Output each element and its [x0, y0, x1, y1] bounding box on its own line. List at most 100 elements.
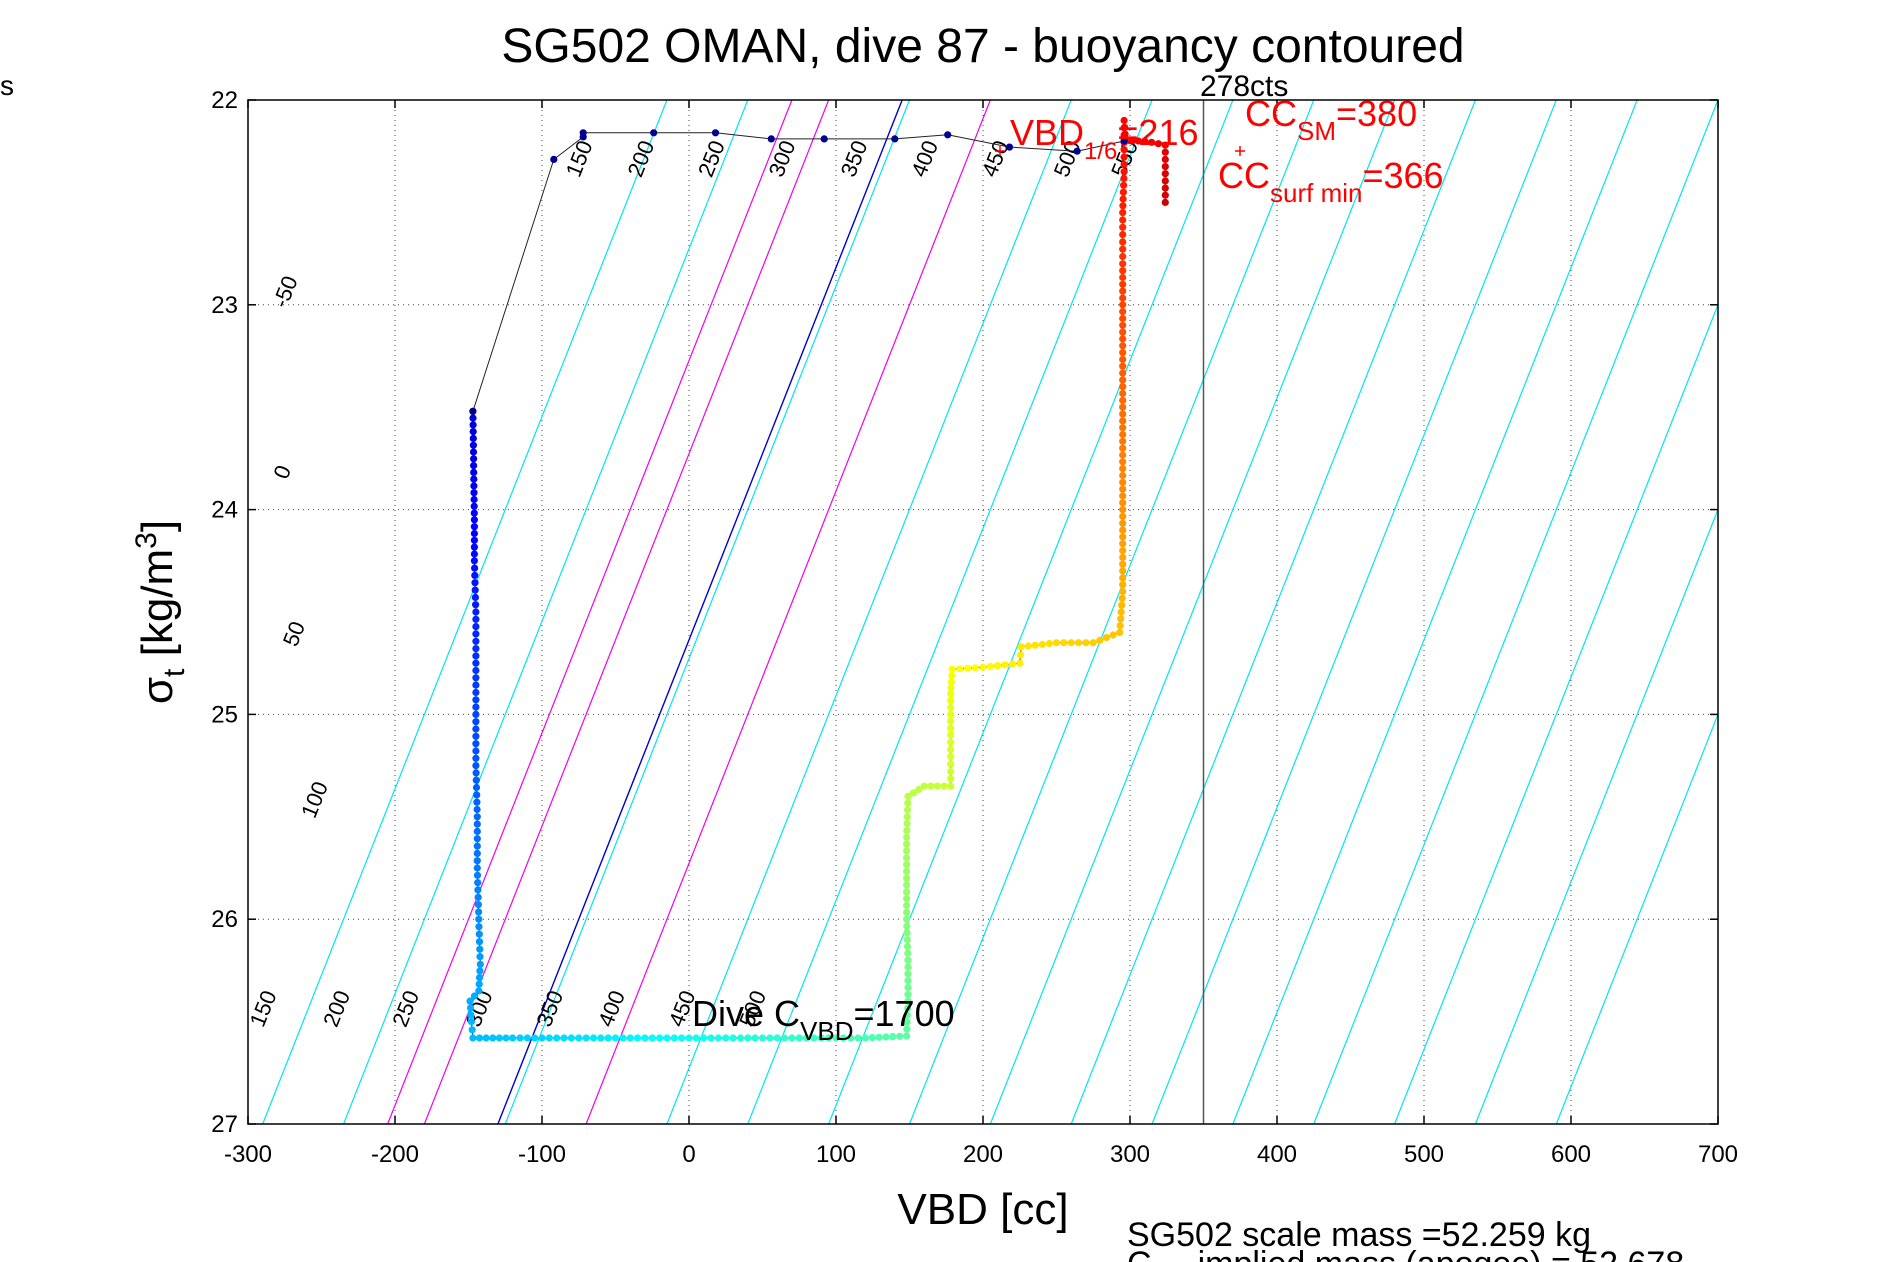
- data-point: [1016, 659, 1024, 667]
- data-point: [920, 782, 928, 790]
- data-point: [470, 557, 478, 565]
- vbd-annotation: VBD1/6=216: [1010, 112, 1199, 165]
- data-point: [903, 867, 911, 876]
- dive-c-vbd-annotation: Dive CVBD=1700: [692, 993, 955, 1046]
- data-point: [1052, 639, 1061, 647]
- data-point: [1119, 202, 1127, 210]
- cc-sm-sub: SM: [1297, 116, 1336, 146]
- data-point: [476, 960, 484, 968]
- data-point: [472, 769, 480, 777]
- data-point: [471, 586, 479, 594]
- contour-line: [387, 100, 793, 1124]
- data-point: [470, 992, 478, 1000]
- data-point: [903, 840, 911, 848]
- data-point: [773, 1034, 781, 1042]
- data-point: [469, 434, 477, 442]
- data-point: [597, 1034, 605, 1042]
- data-point: [947, 684, 955, 692]
- data-point: [948, 671, 956, 680]
- data-point: [611, 1034, 620, 1042]
- y-axis-units: [kg/m: [133, 549, 182, 669]
- data-point: [1119, 195, 1127, 203]
- transit-point: [767, 135, 775, 143]
- corner-label: s: [0, 70, 14, 101]
- data-point: [663, 1034, 671, 1042]
- data-point: [475, 923, 483, 931]
- data-point: [472, 688, 480, 697]
- data-point: [947, 753, 955, 761]
- data-point: [1119, 349, 1127, 357]
- data-point: [470, 536, 478, 544]
- x-axis-label: VBD [cc]: [897, 1185, 1068, 1234]
- data-point: [1119, 465, 1127, 473]
- data-point: [1119, 355, 1127, 363]
- data-point: [947, 717, 955, 725]
- y-tick-label: 27: [211, 1111, 238, 1138]
- data-point: [1161, 163, 1169, 171]
- data-point: [1119, 485, 1127, 493]
- transit-point: [650, 129, 658, 137]
- data-point: [467, 1018, 475, 1026]
- transit-point: [469, 407, 477, 415]
- data-point: [472, 696, 480, 704]
- x-tick-label: 700: [1698, 1141, 1738, 1168]
- x-tick-label: 400: [1257, 1141, 1297, 1168]
- data-point: [817, 1034, 825, 1042]
- data-point: [1121, 123, 1129, 131]
- data-point: [1120, 160, 1128, 168]
- data-point: [475, 915, 483, 923]
- data-point: [1001, 661, 1009, 669]
- data-point: [904, 963, 912, 971]
- data-point: [915, 785, 923, 794]
- data-point: [1119, 451, 1127, 459]
- data-point: [1119, 362, 1127, 370]
- cc-sm-annotation: CCSM=380: [1245, 93, 1417, 146]
- data-point: [904, 956, 912, 964]
- data-point: [472, 754, 480, 762]
- data-point: [471, 571, 479, 580]
- data-point: [948, 665, 956, 673]
- data-point: [1119, 458, 1127, 466]
- data-point: [1119, 216, 1127, 224]
- data-point: [1119, 506, 1127, 514]
- data-point: [947, 704, 955, 712]
- data-point: [903, 881, 911, 889]
- data-point: [470, 543, 478, 551]
- data-point: [904, 970, 912, 978]
- data-point: [472, 776, 480, 784]
- data-point: [472, 747, 480, 755]
- data-point: [1017, 643, 1025, 651]
- data-point: [475, 980, 483, 988]
- data-point: [903, 915, 911, 923]
- data-point: [707, 1034, 715, 1042]
- data-point: [473, 798, 481, 806]
- data-point: [1119, 587, 1127, 596]
- cc-sm-value: =380: [1336, 93, 1417, 134]
- data-point: [469, 428, 477, 436]
- cc-surf-main: CC: [1218, 155, 1270, 196]
- data-point: [1161, 184, 1169, 192]
- data-point: [903, 833, 911, 841]
- data-point: [619, 1034, 627, 1042]
- transit-point: [820, 135, 828, 143]
- data-point: [904, 792, 912, 800]
- x-tick-label: 600: [1551, 1141, 1591, 1168]
- data-point: [861, 1034, 870, 1042]
- data-point: [1161, 198, 1169, 206]
- data-point: [469, 441, 477, 449]
- data-point: [473, 849, 481, 858]
- data-point: [475, 938, 484, 946]
- data-point: [641, 1034, 649, 1042]
- data-point: [470, 462, 478, 470]
- data-point: [847, 1034, 855, 1042]
- data-point: [473, 805, 481, 814]
- data-point: [1082, 639, 1090, 647]
- footer-scale-mass: SG502 scale mass =52.259 kg: [1127, 1216, 1591, 1254]
- data-point: [626, 1034, 634, 1042]
- data-point: [903, 806, 912, 814]
- data-point: [502, 1034, 510, 1042]
- chart-title: SG502 OMAN, dive 87 - buoyancy contoured: [501, 20, 1464, 73]
- data-point: [904, 977, 912, 985]
- data-point: [470, 550, 478, 558]
